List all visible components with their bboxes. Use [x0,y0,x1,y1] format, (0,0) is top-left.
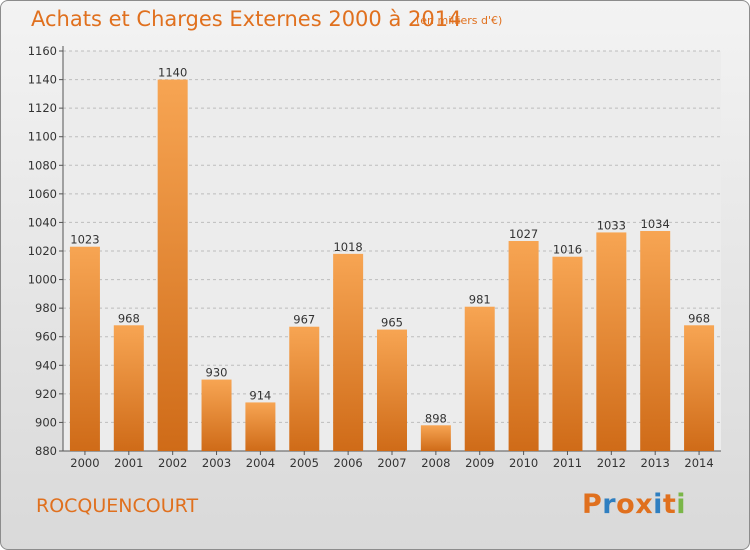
y-tick-label: 940 [35,358,57,372]
bar-2009 [464,306,495,451]
bar-2001 [113,325,144,451]
logo-letter: i [676,489,687,520]
bar-2002 [157,79,188,452]
bar-2007 [377,329,407,451]
y-tick-label: 1100 [28,130,57,144]
data-label-2001: 968 [118,311,140,325]
data-label-2006: 1018 [333,240,362,254]
logo-letter: i [653,489,663,520]
data-label-2002: 1140 [158,66,187,80]
bar-2014 [684,325,715,451]
bar-2004 [245,402,276,451]
bar-2005 [289,326,320,451]
bar-2011 [552,256,583,451]
y-tick-label: 1060 [28,187,57,201]
y-tick-label: 880 [35,444,57,458]
chart-title: Achats et Charges Externes 2000 à 2014 [31,7,462,31]
bar-2010 [508,241,539,451]
x-tick-label-2008: 2008 [421,456,450,470]
data-label-2009: 981 [469,293,491,307]
y-tick-label: 920 [35,387,57,401]
bars: 1023 968 1140 930 914 967 1018 965 898 981 1027 101… [69,66,715,452]
y-tick-label: 900 [35,415,57,429]
x-tick-label-2007: 2007 [377,456,406,470]
x-tick-label-2004: 2004 [246,456,275,470]
x-tick-label-2012: 2012 [597,456,626,470]
data-label-2014: 968 [688,311,710,325]
y-tick-label: 960 [35,330,57,344]
logo-letter: o [616,489,636,520]
bar-2006 [333,253,364,451]
bar-2008 [420,425,451,451]
data-label-2010: 1027 [509,227,538,241]
data-label-2007: 965 [381,316,403,330]
y-tick-label: 1080 [28,158,57,172]
y-tick-label: 1000 [28,273,57,287]
y-tick-label: 1040 [28,215,57,229]
x-tick-label-2011: 2011 [553,456,582,470]
y-tick-label: 1140 [28,73,57,87]
x-tick-label-2006: 2006 [333,456,362,470]
x-tick-label-2014: 2014 [684,456,713,470]
bar-2013 [640,231,671,451]
y-tick-label: 980 [35,301,57,315]
x-tick-label-2010: 2010 [509,456,538,470]
data-label-2012: 1033 [597,218,626,232]
data-label-2005: 967 [293,313,315,327]
logo-letter: t [662,489,677,520]
x-tick-label-2009: 2009 [465,456,494,470]
x-tick-label-2001: 2001 [114,456,143,470]
proxiti-logo[interactable]: Proxiti [582,489,686,520]
bar-2000 [69,246,100,451]
y-tick-label: 1120 [28,101,57,115]
commune-name: ROCQUENCOURT [36,495,199,517]
data-label-2011: 1016 [553,243,582,257]
bar-2003 [201,379,232,451]
chart-subtitle: (en milliers d'€) [416,14,503,27]
x-tick-label-2005: 2005 [290,456,319,470]
logo-letter: r [602,489,617,520]
y-tick-label: 1020 [28,244,57,258]
y-tick-label: 1160 [28,44,57,58]
data-label-2003: 930 [206,366,228,380]
bar-2012 [596,232,627,451]
data-label-2013: 1034 [641,217,670,231]
logo-letter: P [582,489,603,520]
x-tick-label-2013: 2013 [641,456,670,470]
data-label-2004: 914 [249,388,271,402]
data-label-2000: 1023 [70,233,99,247]
x-tick-label-2002: 2002 [158,456,187,470]
x-tick-label-2003: 2003 [202,456,231,470]
data-label-2008: 898 [425,411,447,425]
logo-letter: x [635,489,654,520]
x-tick-label-2000: 2000 [70,456,99,470]
axes: 880 900 920 940 960 980 1000 1020 1040 1060 1080 11… [28,44,721,470]
